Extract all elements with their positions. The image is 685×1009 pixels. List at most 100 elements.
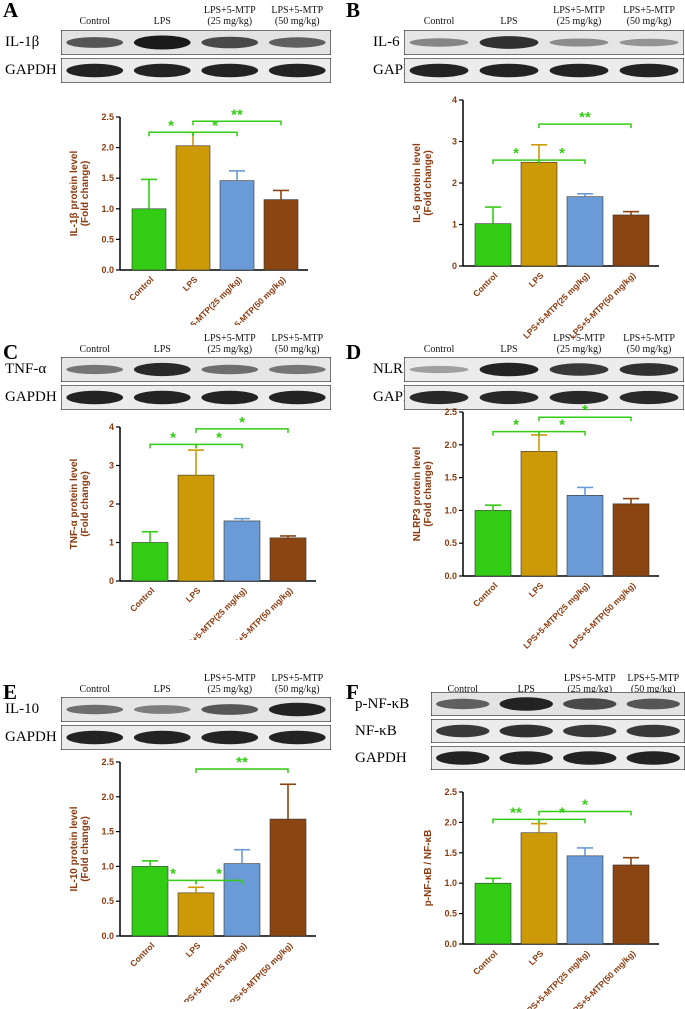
y-axis-title: NLRP3 protein level (412, 447, 423, 542)
significance-bracket: * (192, 117, 238, 137)
lane-header: Control (79, 344, 111, 355)
significance-label: * (170, 429, 176, 446)
bar-chart: 0.0 0.5 1.0 1.5 2.0 2.5 p-NF-κB / NF-κB Control… (423, 787, 659, 1009)
significance-bracket: * (538, 402, 632, 422)
blot-row-label: TNF-α (5, 361, 47, 377)
blot-band (133, 362, 191, 377)
lane-header: Control (79, 684, 111, 695)
bar (269, 818, 307, 937)
y-tick-label: 0.0 (101, 265, 114, 275)
significance-bracket: * (195, 414, 289, 433)
y-tick-label: 4 (452, 95, 457, 105)
western-blot-strip (404, 58, 684, 83)
bar-chart: 0 1 2 3 4 IL-6 protein level (Fold change) Cont… (412, 95, 659, 341)
y-tick-label: 2.5 (101, 112, 114, 122)
x-category-label: Control (471, 270, 499, 298)
blot-row-label: IL-6 (373, 34, 400, 50)
bar (219, 180, 255, 271)
bar (566, 855, 604, 945)
lane-header: Control (447, 684, 479, 695)
western-blot-strip (404, 30, 684, 55)
x-category-label: LPS (527, 270, 546, 289)
blot-row-label: IL-10 (5, 701, 40, 717)
blot-band (479, 63, 539, 78)
blot-band (499, 751, 553, 765)
x-category-label: Control (127, 274, 155, 302)
x-category-label: Control (471, 580, 499, 608)
y-tick-label: 0.5 (101, 896, 114, 906)
y-tick-label: 2.5 (444, 407, 457, 417)
blot-band (436, 698, 490, 710)
western-blot-strip (431, 719, 685, 743)
lane-header: LPS+5-MTP (25 mg/kg) (203, 673, 256, 695)
panel-label: C (3, 340, 19, 364)
significance-bracket: ** (538, 109, 632, 129)
bar (223, 863, 261, 937)
blot-band (66, 390, 124, 405)
bar (612, 864, 650, 945)
lane-header: LPS+5-MTP (25 mg/kg) (203, 333, 256, 355)
x-category-label: Control (128, 940, 156, 968)
x-category-label: LPS (184, 940, 203, 959)
significance-bracket: * (538, 796, 632, 816)
blot-row-label: GAPDH (5, 62, 57, 78)
lane-header: LPS+5-MTP (25 mg/kg) (203, 5, 256, 27)
western-blot-strip (431, 746, 685, 770)
y-axis-title: (Fold change) (80, 161, 91, 227)
panel-label: F (346, 680, 359, 704)
blot-band (268, 63, 326, 78)
blot-band (619, 63, 679, 78)
blot-band (549, 38, 609, 47)
blot-band (409, 38, 469, 47)
y-axis-title: (Fold change) (423, 150, 434, 216)
blot-band (133, 730, 191, 745)
significance-label: * (582, 402, 588, 419)
blot-band (436, 724, 490, 738)
y-tick-label: 1.0 (101, 204, 114, 214)
western-blot-strip (61, 385, 331, 410)
bar-chart: 0.0 0.5 1.0 1.5 2.0 2.5 IL-10 protein level (Fo… (69, 754, 316, 1002)
blot-band (201, 63, 259, 78)
lane-header: LPS+5-MTP (50 mg/kg) (623, 5, 675, 27)
bar-chart: 0 1 2 3 4 TNF-α protein level (Fold change) Con… (69, 414, 316, 640)
y-axis-title: p-NF-κB / NF-κB (423, 830, 434, 907)
y-tick-label: 2.0 (444, 817, 457, 827)
blot-band (133, 390, 191, 405)
blot-band (549, 390, 609, 405)
western-blot-strip (404, 385, 684, 410)
blot-band (201, 730, 259, 745)
blot-band (66, 364, 124, 375)
y-axis-title: IL-6 protein level (412, 143, 423, 223)
blot-band (479, 36, 539, 49)
bar (566, 196, 604, 267)
blot-band (133, 705, 191, 714)
lane-header: LPS+5-MTP (50 mg/kg) (271, 333, 324, 355)
blot-band (619, 390, 679, 405)
y-axis-title: (Fold change) (80, 471, 91, 537)
bar-chart: 0.0 0.5 1.0 1.5 2.0 2.5 IL-1β protein level (Fo… (69, 106, 308, 325)
lane-header: LPS (153, 344, 171, 355)
blot-band (563, 698, 617, 710)
y-tick-label: 2 (452, 178, 457, 188)
y-tick-label: 0 (452, 261, 457, 271)
significance-bracket: ** (492, 804, 540, 824)
lane-header: LPS (153, 16, 171, 27)
blot-band (66, 63, 124, 78)
blot-band (549, 63, 609, 78)
bar-chart: 0.0 0.5 1.0 1.5 2.0 2.5 NLRP3 protein level (Fo… (412, 402, 659, 650)
blot-row-label: p-NF-κB (355, 696, 410, 712)
significance-bracket: * (538, 804, 586, 824)
blot-band (499, 724, 553, 738)
y-axis-title: IL-10 protein level (69, 806, 80, 891)
significance-bracket: * (195, 865, 243, 885)
bar (131, 208, 167, 271)
bar (177, 892, 215, 937)
significance-bracket: ** (192, 106, 282, 126)
y-tick-label: 1.5 (444, 848, 457, 858)
lane-header: LPS+5-MTP (50 mg/kg) (271, 673, 324, 695)
lane-header: LPS (153, 684, 171, 695)
blot-band (201, 390, 259, 405)
lane-header: LPS (500, 16, 518, 27)
y-tick-label: 2.0 (444, 440, 457, 450)
significance-bracket: * (148, 117, 194, 137)
